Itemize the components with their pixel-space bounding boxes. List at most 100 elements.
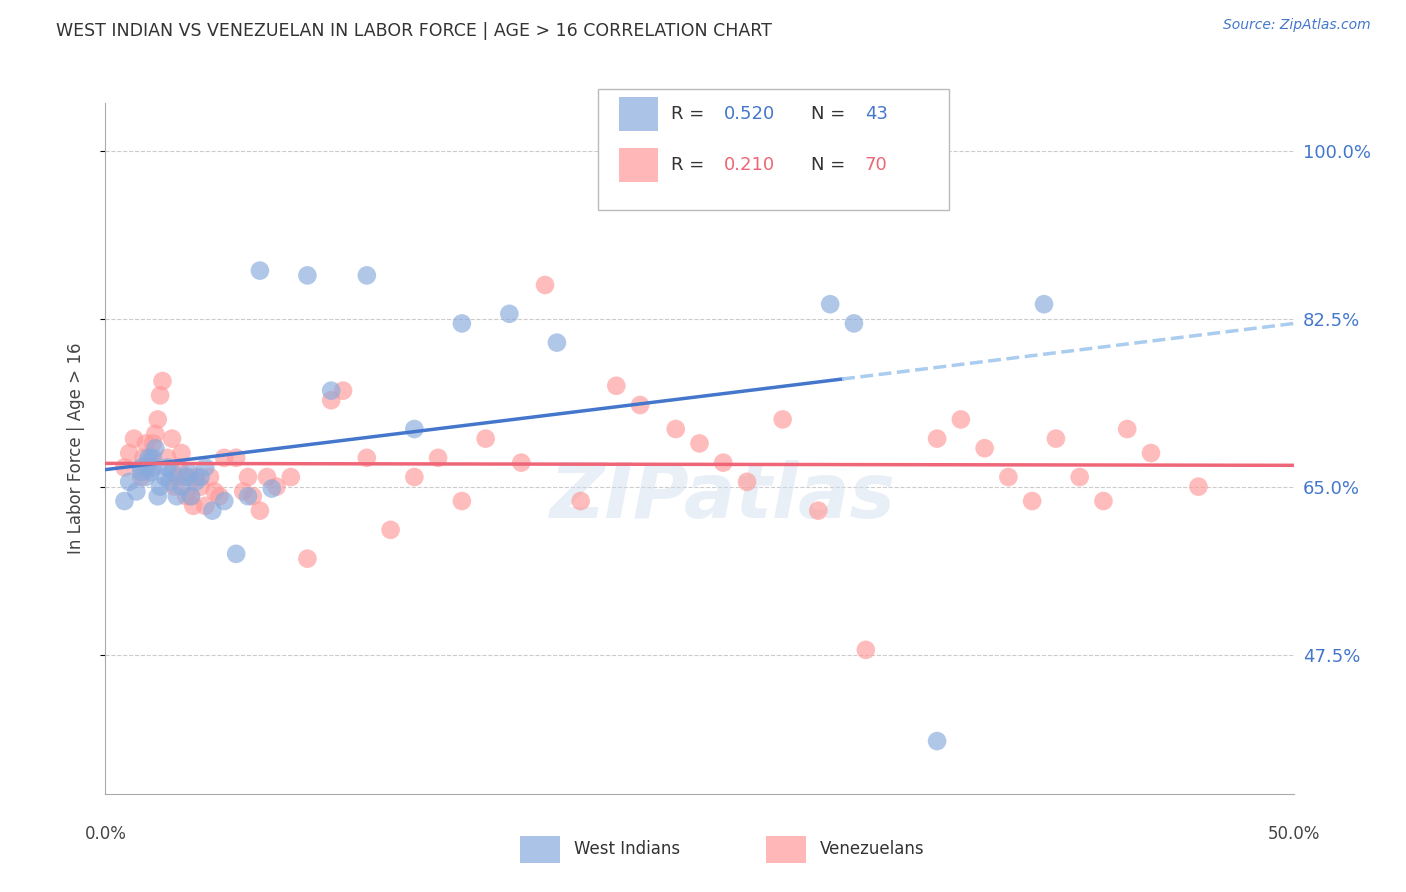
Point [498, 307, 520, 321]
Point [180, 489, 202, 503]
Point [925, 734, 948, 748]
Point [321, 384, 343, 398]
Point [159, 475, 181, 489]
Point [260, 482, 283, 496]
Point [177, 465, 200, 479]
Point [356, 450, 378, 465]
Point [135, 470, 157, 484]
Point [146, 489, 169, 503]
Point [925, 432, 948, 446]
Point [855, 643, 877, 657]
Point [772, 412, 794, 426]
Point [156, 450, 179, 465]
Point [139, 465, 162, 479]
Point [129, 470, 152, 484]
Text: 70: 70 [865, 156, 887, 174]
Point [249, 263, 271, 277]
Text: 0.0%: 0.0% [84, 825, 127, 843]
Point [170, 480, 193, 494]
Point [949, 412, 972, 426]
Text: Venezuelans: Venezuelans [820, 840, 924, 858]
Point [149, 388, 172, 402]
Point [997, 470, 1019, 484]
Point [665, 422, 688, 436]
Point [973, 442, 995, 456]
Point [214, 450, 236, 465]
Point [174, 489, 197, 503]
Point [160, 432, 183, 446]
Point [1033, 297, 1056, 311]
Point [1045, 432, 1067, 446]
Point [135, 436, 157, 450]
Point [332, 384, 354, 398]
Point [689, 436, 711, 450]
Point [842, 317, 865, 331]
Point [183, 499, 205, 513]
Point [160, 465, 183, 479]
Point [143, 442, 166, 456]
Point [1116, 422, 1139, 436]
Point [129, 460, 152, 475]
Point [427, 450, 450, 465]
Point [170, 446, 193, 460]
Text: N =: N = [811, 156, 845, 174]
Point [184, 475, 207, 489]
Point [266, 480, 288, 494]
Text: WEST INDIAN VS VENEZUELAN IN LABOR FORCE | AGE > 16 CORRELATION CHART: WEST INDIAN VS VENEZUELAN IN LABOR FORCE… [56, 22, 772, 40]
Point [1140, 446, 1163, 460]
Point [474, 432, 496, 446]
Point [184, 470, 207, 484]
Point [510, 456, 533, 470]
Text: R =: R = [671, 105, 704, 123]
Point [156, 460, 179, 475]
Point [136, 456, 159, 470]
Point [236, 489, 259, 503]
Point [114, 494, 136, 508]
Point [190, 480, 212, 494]
Point [180, 489, 202, 503]
Point [153, 470, 176, 484]
Text: N =: N = [811, 105, 845, 123]
Text: 50.0%: 50.0% [1267, 825, 1320, 843]
Point [201, 503, 224, 517]
Point [194, 460, 217, 475]
Point [208, 489, 231, 503]
Point [118, 475, 141, 489]
Point [450, 317, 472, 331]
Point [142, 450, 165, 465]
Point [404, 470, 426, 484]
Point [146, 412, 169, 426]
Point [280, 470, 302, 484]
Point [356, 268, 378, 283]
Point [163, 480, 186, 494]
Point [166, 470, 188, 484]
Point [321, 393, 343, 408]
Point [198, 470, 221, 484]
Text: 0.210: 0.210 [724, 156, 775, 174]
Point [818, 297, 841, 311]
Point [167, 460, 190, 475]
Point [450, 494, 472, 508]
Point [534, 278, 557, 293]
Point [225, 547, 247, 561]
Text: ZIPatlas: ZIPatlas [550, 459, 896, 533]
Point [711, 456, 734, 470]
Point [114, 460, 136, 475]
Point [297, 268, 319, 283]
Point [142, 436, 165, 450]
Point [1069, 470, 1091, 484]
Point [214, 494, 236, 508]
Point [118, 446, 141, 460]
Point [807, 503, 830, 517]
Point [142, 460, 165, 475]
Point [129, 465, 152, 479]
Point [735, 475, 758, 489]
Point [236, 470, 259, 484]
Point [122, 432, 145, 446]
Point [174, 470, 197, 484]
Point [177, 470, 200, 484]
Point [249, 503, 271, 517]
Point [143, 426, 166, 441]
Point [232, 484, 254, 499]
Point [136, 460, 159, 475]
